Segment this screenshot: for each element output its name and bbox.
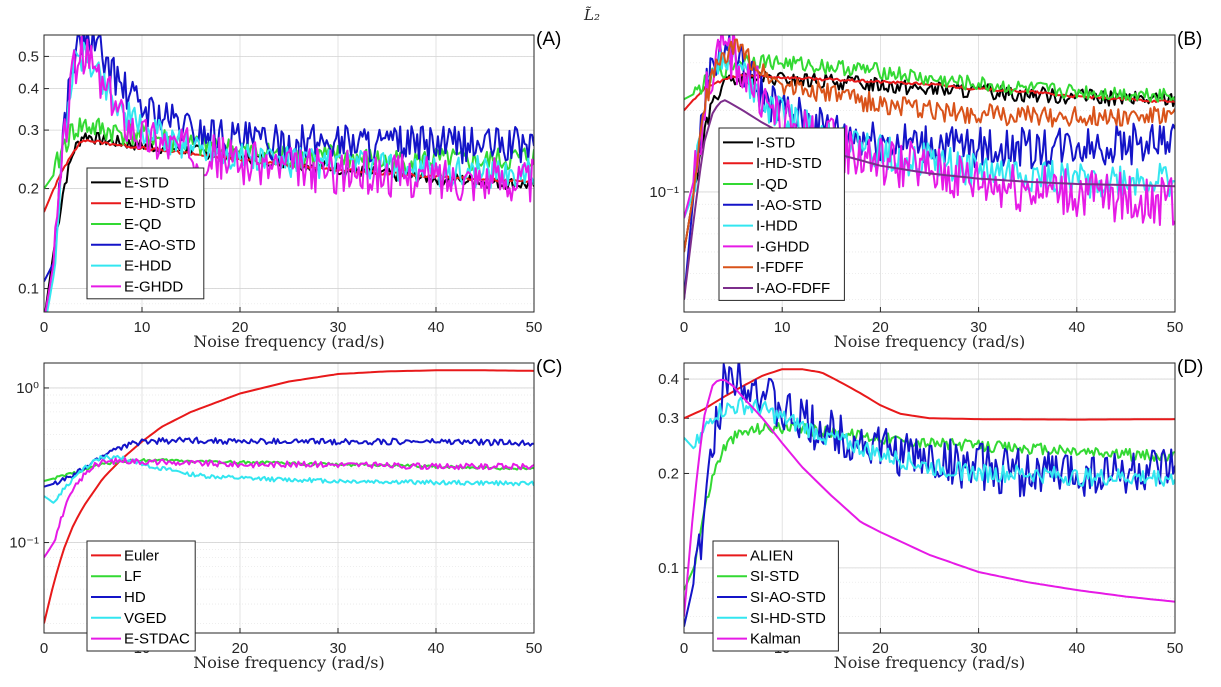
series-line <box>684 54 1175 103</box>
legend-entry: SI-HD-STD <box>750 610 826 627</box>
legend-entry: SI-STD <box>750 568 799 585</box>
series-line <box>684 368 1175 421</box>
y-tick-label: 0.1 <box>18 281 39 298</box>
legend-entry: I-STD <box>756 134 795 151</box>
x-tick-label: 40 <box>428 640 445 657</box>
legend: Euler LF HD VGED E-STDAC <box>86 540 196 652</box>
series-line <box>684 35 1175 226</box>
x-tick-label: 40 <box>428 319 445 336</box>
x-tick-label: 40 <box>1068 319 1085 336</box>
x-axis-label: Noise frequency (rad/s) <box>834 653 1025 672</box>
y-tick-label: 0.4 <box>18 81 39 98</box>
y-tick-label: 0.2 <box>18 181 39 198</box>
legend-entry: I-GHDD <box>756 238 809 255</box>
x-axis-label: Noise frequency (rad/s) <box>834 332 1025 351</box>
x-tick-label: 50 <box>1167 640 1184 657</box>
x-tick-label: 30 <box>970 640 987 657</box>
y-tick-label: 10⁻¹ <box>9 535 39 552</box>
x-tick-label: 50 <box>526 640 543 657</box>
legend-entry: I-HD-STD <box>756 155 822 172</box>
x-tick-label: 0 <box>40 319 48 336</box>
x-tick-label: 30 <box>330 319 347 336</box>
legend-entry: E-GHDD <box>124 278 183 295</box>
x-tick-label: 50 <box>1167 319 1184 336</box>
legend-entry: E-AO-STD <box>124 237 196 254</box>
chart-panel: 0 10 20 30 40 50 0.1 0.2 0.3 0.4 0.5 (A) Noise frequ… <box>18 29 561 351</box>
legend-entry: I-AO-FDFF <box>756 280 830 297</box>
legend-entry: E-STD <box>124 174 169 191</box>
axes-box <box>43 34 535 313</box>
series-line <box>684 99 1175 300</box>
axes-box <box>683 34 1176 313</box>
panels: 0 10 20 30 40 50 0.1 0.2 0.3 0.4 0.5 (A) Noise frequ… <box>9 29 1203 672</box>
legend-entry: SI-AO-STD <box>750 589 826 606</box>
panel-label: (D) <box>1177 357 1203 378</box>
panel-label: (B) <box>1177 29 1202 50</box>
legend-entry: HD <box>124 589 146 606</box>
series-line <box>44 436 534 488</box>
panel-label: (A) <box>536 29 561 50</box>
y-tick-label: 0.1 <box>658 560 679 577</box>
figure-title: L̃₂ <box>583 6 600 24</box>
legend-entry: E-STDAC <box>124 631 190 648</box>
axes-box <box>683 362 1176 634</box>
x-tick-label: 20 <box>232 640 249 657</box>
series-line <box>44 35 534 312</box>
legend-entry: I-HDD <box>756 218 798 235</box>
legend-entry: Kalman <box>750 631 801 648</box>
legend-entry: VGED <box>124 610 167 627</box>
y-tick-label: 0.5 <box>18 48 39 65</box>
series-line <box>684 38 1175 253</box>
y-tick-label: 10⁰ <box>16 380 39 397</box>
legend-entry: E-HDD <box>124 258 172 275</box>
legend-entry: I-AO-STD <box>756 197 822 214</box>
x-tick-label: 40 <box>1068 640 1085 657</box>
series-line <box>684 363 1175 627</box>
y-tick-label: 0.4 <box>658 371 679 388</box>
y-tick-label: 0.3 <box>18 122 39 139</box>
x-tick-label: 50 <box>526 319 543 336</box>
x-tick-label: 10 <box>134 319 151 336</box>
legend-box <box>718 127 845 301</box>
x-tick-label: 20 <box>872 640 889 657</box>
legend: E-STD E-HD-STD E-QD E-AO-STD E-HDD E-GHDD <box>86 167 205 300</box>
x-tick-label: 10 <box>774 319 791 336</box>
x-tick-label: 0 <box>680 319 688 336</box>
legend-entry: LF <box>124 568 142 585</box>
y-tick-label: 0.3 <box>658 410 679 427</box>
series-line <box>684 396 1175 487</box>
legend-box <box>86 167 205 300</box>
legend-entry: E-HD-STD <box>124 195 196 212</box>
x-tick-label: 30 <box>970 319 987 336</box>
series-line <box>684 41 1175 219</box>
legend-entry: Euler <box>124 547 159 564</box>
legend-entry: E-QD <box>124 216 162 233</box>
y-tick-label: 0.2 <box>658 465 679 482</box>
x-tick-label: 20 <box>872 319 889 336</box>
legend-entry: I-FDFF <box>756 259 803 276</box>
x-tick-label: 0 <box>680 640 688 657</box>
series-line <box>44 457 534 559</box>
x-axis-label: Noise frequency (rad/s) <box>193 653 384 672</box>
legend: ALIEN SI-STD SI-AO-STD SI-HD-STD Kalman <box>712 540 839 652</box>
series-line <box>44 369 534 624</box>
x-tick-label: 20 <box>232 319 249 336</box>
legend: I-STD I-HD-STD I-QD I-AO-STD I-HDD I-GHDD I-FD… <box>718 127 845 301</box>
chart-panel: 0 10 20 30 40 50 10⁻¹ (B) Noise frequency (rad/s… <box>649 29 1202 351</box>
series-line <box>44 35 534 282</box>
x-tick-label: 0 <box>40 640 48 657</box>
y-tick-label: 10⁻¹ <box>649 184 679 201</box>
x-axis-label: Noise frequency (rad/s) <box>193 332 384 351</box>
x-tick-label: 30 <box>330 640 347 657</box>
legend-entry: ALIEN <box>750 547 793 564</box>
series-line <box>684 378 1175 617</box>
legend-entry: I-QD <box>756 176 788 193</box>
panel-label: (C) <box>536 357 562 378</box>
axes-box <box>43 362 535 634</box>
